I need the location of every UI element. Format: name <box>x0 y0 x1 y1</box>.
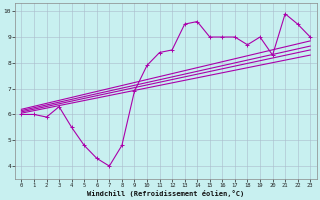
X-axis label: Windchill (Refroidissement éolien,°C): Windchill (Refroidissement éolien,°C) <box>87 190 244 197</box>
